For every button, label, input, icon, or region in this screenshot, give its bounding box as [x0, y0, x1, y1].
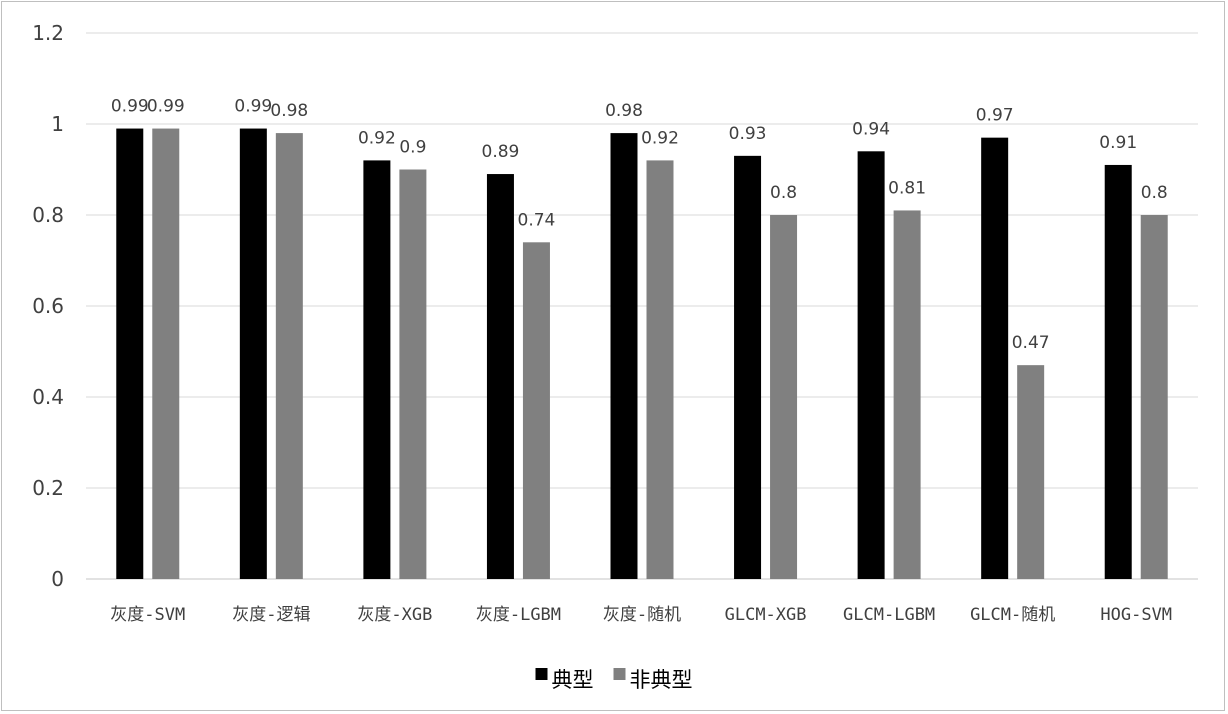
bar-atypical [152, 128, 180, 580]
bar-atypical [893, 210, 921, 579]
data-label: 0.92 [641, 128, 679, 148]
data-label: 0.81 [888, 178, 926, 198]
data-label: 0.94 [852, 119, 890, 139]
x-category-label: HOG-SVM [1100, 605, 1172, 625]
x-category-label: 灰度-XGB [357, 605, 432, 625]
data-label: 0.8 [770, 183, 797, 203]
legend-swatch [535, 668, 548, 680]
data-label: 0.99 [111, 97, 149, 117]
x-category-label: 灰度-LGBM [476, 605, 561, 625]
y-tick-label: 0.4 [32, 385, 64, 409]
x-category-label: 灰度-随机 [603, 605, 681, 625]
bar-atypical [770, 215, 798, 579]
y-axis-ticks: 0 0.2 0.4 0.6 0.8 1 1.2 [32, 21, 64, 591]
data-label: 0.98 [605, 101, 643, 121]
bar-atypical [1017, 365, 1045, 579]
data-label: 0.91 [1099, 133, 1137, 153]
y-tick-label: 0.2 [32, 476, 64, 500]
bar-typical [1104, 164, 1132, 579]
bar-atypical [646, 160, 674, 579]
data-label: 0.97 [976, 106, 1014, 126]
data-label: 0.8 [1141, 183, 1168, 203]
x-category-label: GLCM-XGB [725, 605, 807, 625]
data-label: 0.74 [518, 210, 556, 230]
data-label: 0.89 [482, 142, 520, 162]
data-label: 0.47 [1012, 333, 1050, 353]
legend-label: 非典型 [630, 668, 693, 692]
x-category-label: 灰度-逻辑 [232, 605, 310, 625]
data-label: 0.9 [399, 138, 426, 158]
legend-label: 典型 [552, 668, 594, 692]
bar-typical [116, 128, 144, 580]
bar-atypical [399, 169, 427, 579]
legend-item-atypical: 非典型 [613, 668, 693, 692]
x-axis-categories: 灰度-SVM 灰度-逻辑 灰度-XGB 灰度-LGBM 灰度-随机 GLCM-XGB GLC… [110, 605, 1172, 625]
y-tick-label: 0 [51, 567, 64, 591]
data-labels: 0.990.99 0.990.980.92 0.9 0.890.740.980.92 0… [111, 97, 1168, 354]
y-tick-label: 1 [51, 112, 64, 136]
bar-typical [981, 137, 1009, 579]
data-label: 0.93 [729, 124, 767, 144]
y-tick-label: 1.2 [32, 21, 64, 45]
bar-typical [857, 151, 885, 580]
legend-swatch [613, 668, 626, 680]
x-category-label: GLCM-LGBM [843, 605, 935, 625]
x-category-label: GLCM-随机 [970, 605, 1055, 625]
bar-atypical [522, 242, 550, 580]
bar-atypical [1140, 215, 1168, 579]
bar-atypical [275, 133, 303, 579]
data-label: 0.92 [358, 128, 396, 148]
bar-typical [363, 160, 391, 579]
x-category-label: 灰度-SVM [110, 605, 185, 625]
legend-item-typical: 典型 [535, 668, 594, 692]
bar-typical [486, 174, 514, 580]
legend: 典型 非典型 [535, 668, 693, 692]
data-label: 0.98 [270, 101, 308, 121]
data-label: 0.99 [234, 97, 272, 117]
bar-typical [734, 155, 762, 579]
bars [116, 128, 1168, 580]
gridlines [86, 32, 1198, 580]
bar-typical [239, 128, 267, 580]
y-tick-label: 0.8 [32, 203, 64, 227]
y-tick-label: 0.6 [32, 294, 64, 318]
bar-typical [610, 133, 638, 579]
data-label: 0.99 [147, 97, 185, 117]
